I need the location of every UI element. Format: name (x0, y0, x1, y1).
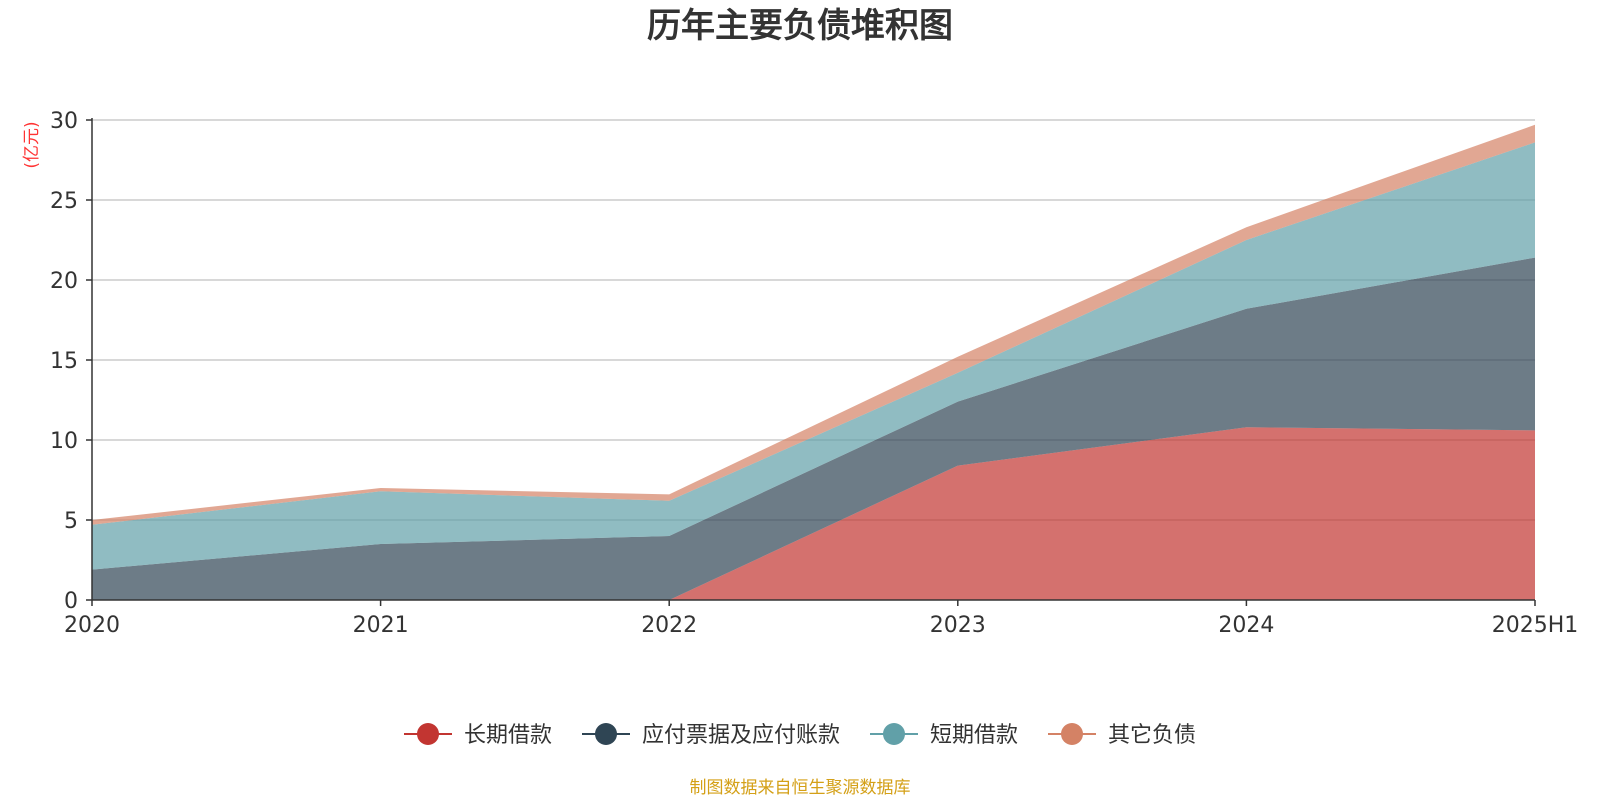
area-series-3[interactable] (92, 142, 1535, 570)
x-tick-label-5: 2024 (1218, 613, 1274, 638)
source-note: 制图数据来自恒生聚源数据库 (689, 778, 911, 798)
x-tick-label-3: 2022 (641, 613, 697, 638)
area-series-1[interactable] (92, 427, 1535, 600)
x-tick-label-6: 2025H1 (1492, 613, 1579, 638)
x-tick-label-4: 2023 (930, 613, 986, 638)
y-axis-unit-label: (亿元) (22, 121, 42, 168)
y-tick-label-5: 5 (64, 509, 78, 534)
legend-marker-dot (595, 723, 617, 745)
legend-label: 应付票据及应付账款 (642, 723, 840, 748)
tick-labels: 0 5 10 15 20 25 30 2020 2021 2022 2023 2024 2025H1 (50, 109, 1578, 638)
legend[interactable]: 长期借款 应付票据及应付账款 短期借款 其它负债 (404, 723, 1196, 748)
y-tick-label-15: 15 (50, 349, 78, 374)
x-tick-label-2: 2021 (353, 613, 409, 638)
y-tick-label-10: 10 (50, 429, 78, 454)
axes (86, 118, 1536, 606)
legend-marker-dot (1061, 723, 1083, 745)
x-tick-label-1: 2020 (64, 613, 120, 638)
legend-marker-dot (883, 723, 905, 745)
y-tick-label-30: 30 (50, 109, 78, 134)
chart-title: 历年主要负债堆积图 (647, 6, 953, 46)
legend-item-4[interactable]: 其它负债 (1048, 723, 1196, 748)
legend-item-1[interactable]: 长期借款 (404, 723, 552, 748)
y-tick-label-0: 0 (64, 589, 78, 614)
area-series-2[interactable] (92, 257, 1535, 600)
legend-label: 其它负债 (1108, 723, 1196, 748)
legend-label: 短期借款 (930, 723, 1018, 748)
y-tick-label-20: 20 (50, 269, 78, 294)
y-tick-label-25: 25 (50, 189, 78, 214)
legend-item-2[interactable]: 应付票据及应付账款 (582, 723, 840, 748)
legend-item-3[interactable]: 短期借款 (870, 723, 1018, 748)
legend-label: 长期借款 (464, 723, 552, 748)
legend-marker-dot (417, 723, 439, 745)
area-series (92, 124, 1535, 600)
